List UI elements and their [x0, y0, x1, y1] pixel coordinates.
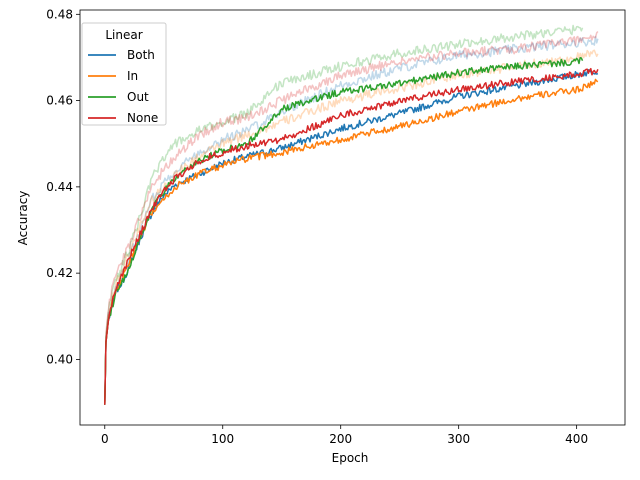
x-tick-label: 0	[101, 432, 109, 446]
y-axis-ticks: 0.40 0.42 0.44 0.46 0.48	[46, 7, 80, 366]
axes-frame	[79, 9, 626, 426]
x-axis-ticks: 0 100 200 300 400	[101, 425, 588, 446]
x-tick-label: 300	[447, 432, 470, 446]
series-line-none	[104, 67, 599, 405]
series-line-none-faded	[104, 30, 599, 405]
y-tick-label: 0.42	[46, 266, 73, 280]
y-tick-label: 0.48	[46, 7, 73, 21]
y-axis-label: Accuracy	[16, 191, 30, 246]
x-tick-label: 200	[329, 432, 352, 446]
x-axis-label: Epoch	[332, 451, 369, 465]
legend-label-out: Out	[127, 90, 149, 104]
series-line-in	[104, 78, 599, 405]
y-tick-label: 0.44	[46, 180, 73, 194]
legend-label-both: Both	[127, 48, 155, 62]
legend-box	[81, 22, 167, 126]
legend-entries: Both In Out None	[88, 48, 158, 125]
x-tick-label: 400	[565, 432, 588, 446]
plot-area	[104, 24, 599, 405]
series-lines	[104, 24, 599, 405]
y-tick-label: 0.40	[46, 352, 73, 366]
legend: Linear Both In Out None	[81, 22, 167, 126]
x-tick-label: 100	[211, 432, 234, 446]
series-line-both-faded	[104, 35, 599, 405]
series-line-out	[104, 56, 584, 405]
series-line-out-faded	[104, 24, 584, 405]
legend-label-none: None	[127, 111, 158, 125]
y-tick-label: 0.46	[46, 94, 73, 108]
legend-title: Linear	[105, 28, 142, 42]
legend-label-in: In	[127, 69, 138, 83]
